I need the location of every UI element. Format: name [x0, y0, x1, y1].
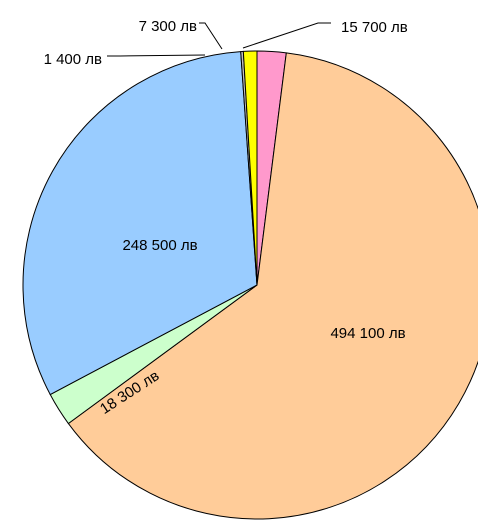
slice-label: 1 400 лв: [44, 51, 102, 68]
pie-slices: [22, 50, 478, 520]
slice-label: 7 300 лв: [139, 18, 197, 35]
slice-label: 494 100 лв: [330, 325, 405, 342]
leader-line: [242, 22, 331, 49]
pie-slice: [22, 51, 258, 396]
slice-label: 248 500 лв: [122, 237, 197, 254]
leader-lines: [107, 22, 331, 57]
pie-slice: [242, 50, 258, 286]
leader-line: [107, 54, 206, 57]
slice-label: 15 700 лв: [341, 19, 408, 36]
leader-line: [199, 22, 223, 50]
pie-slice: [67, 52, 478, 520]
